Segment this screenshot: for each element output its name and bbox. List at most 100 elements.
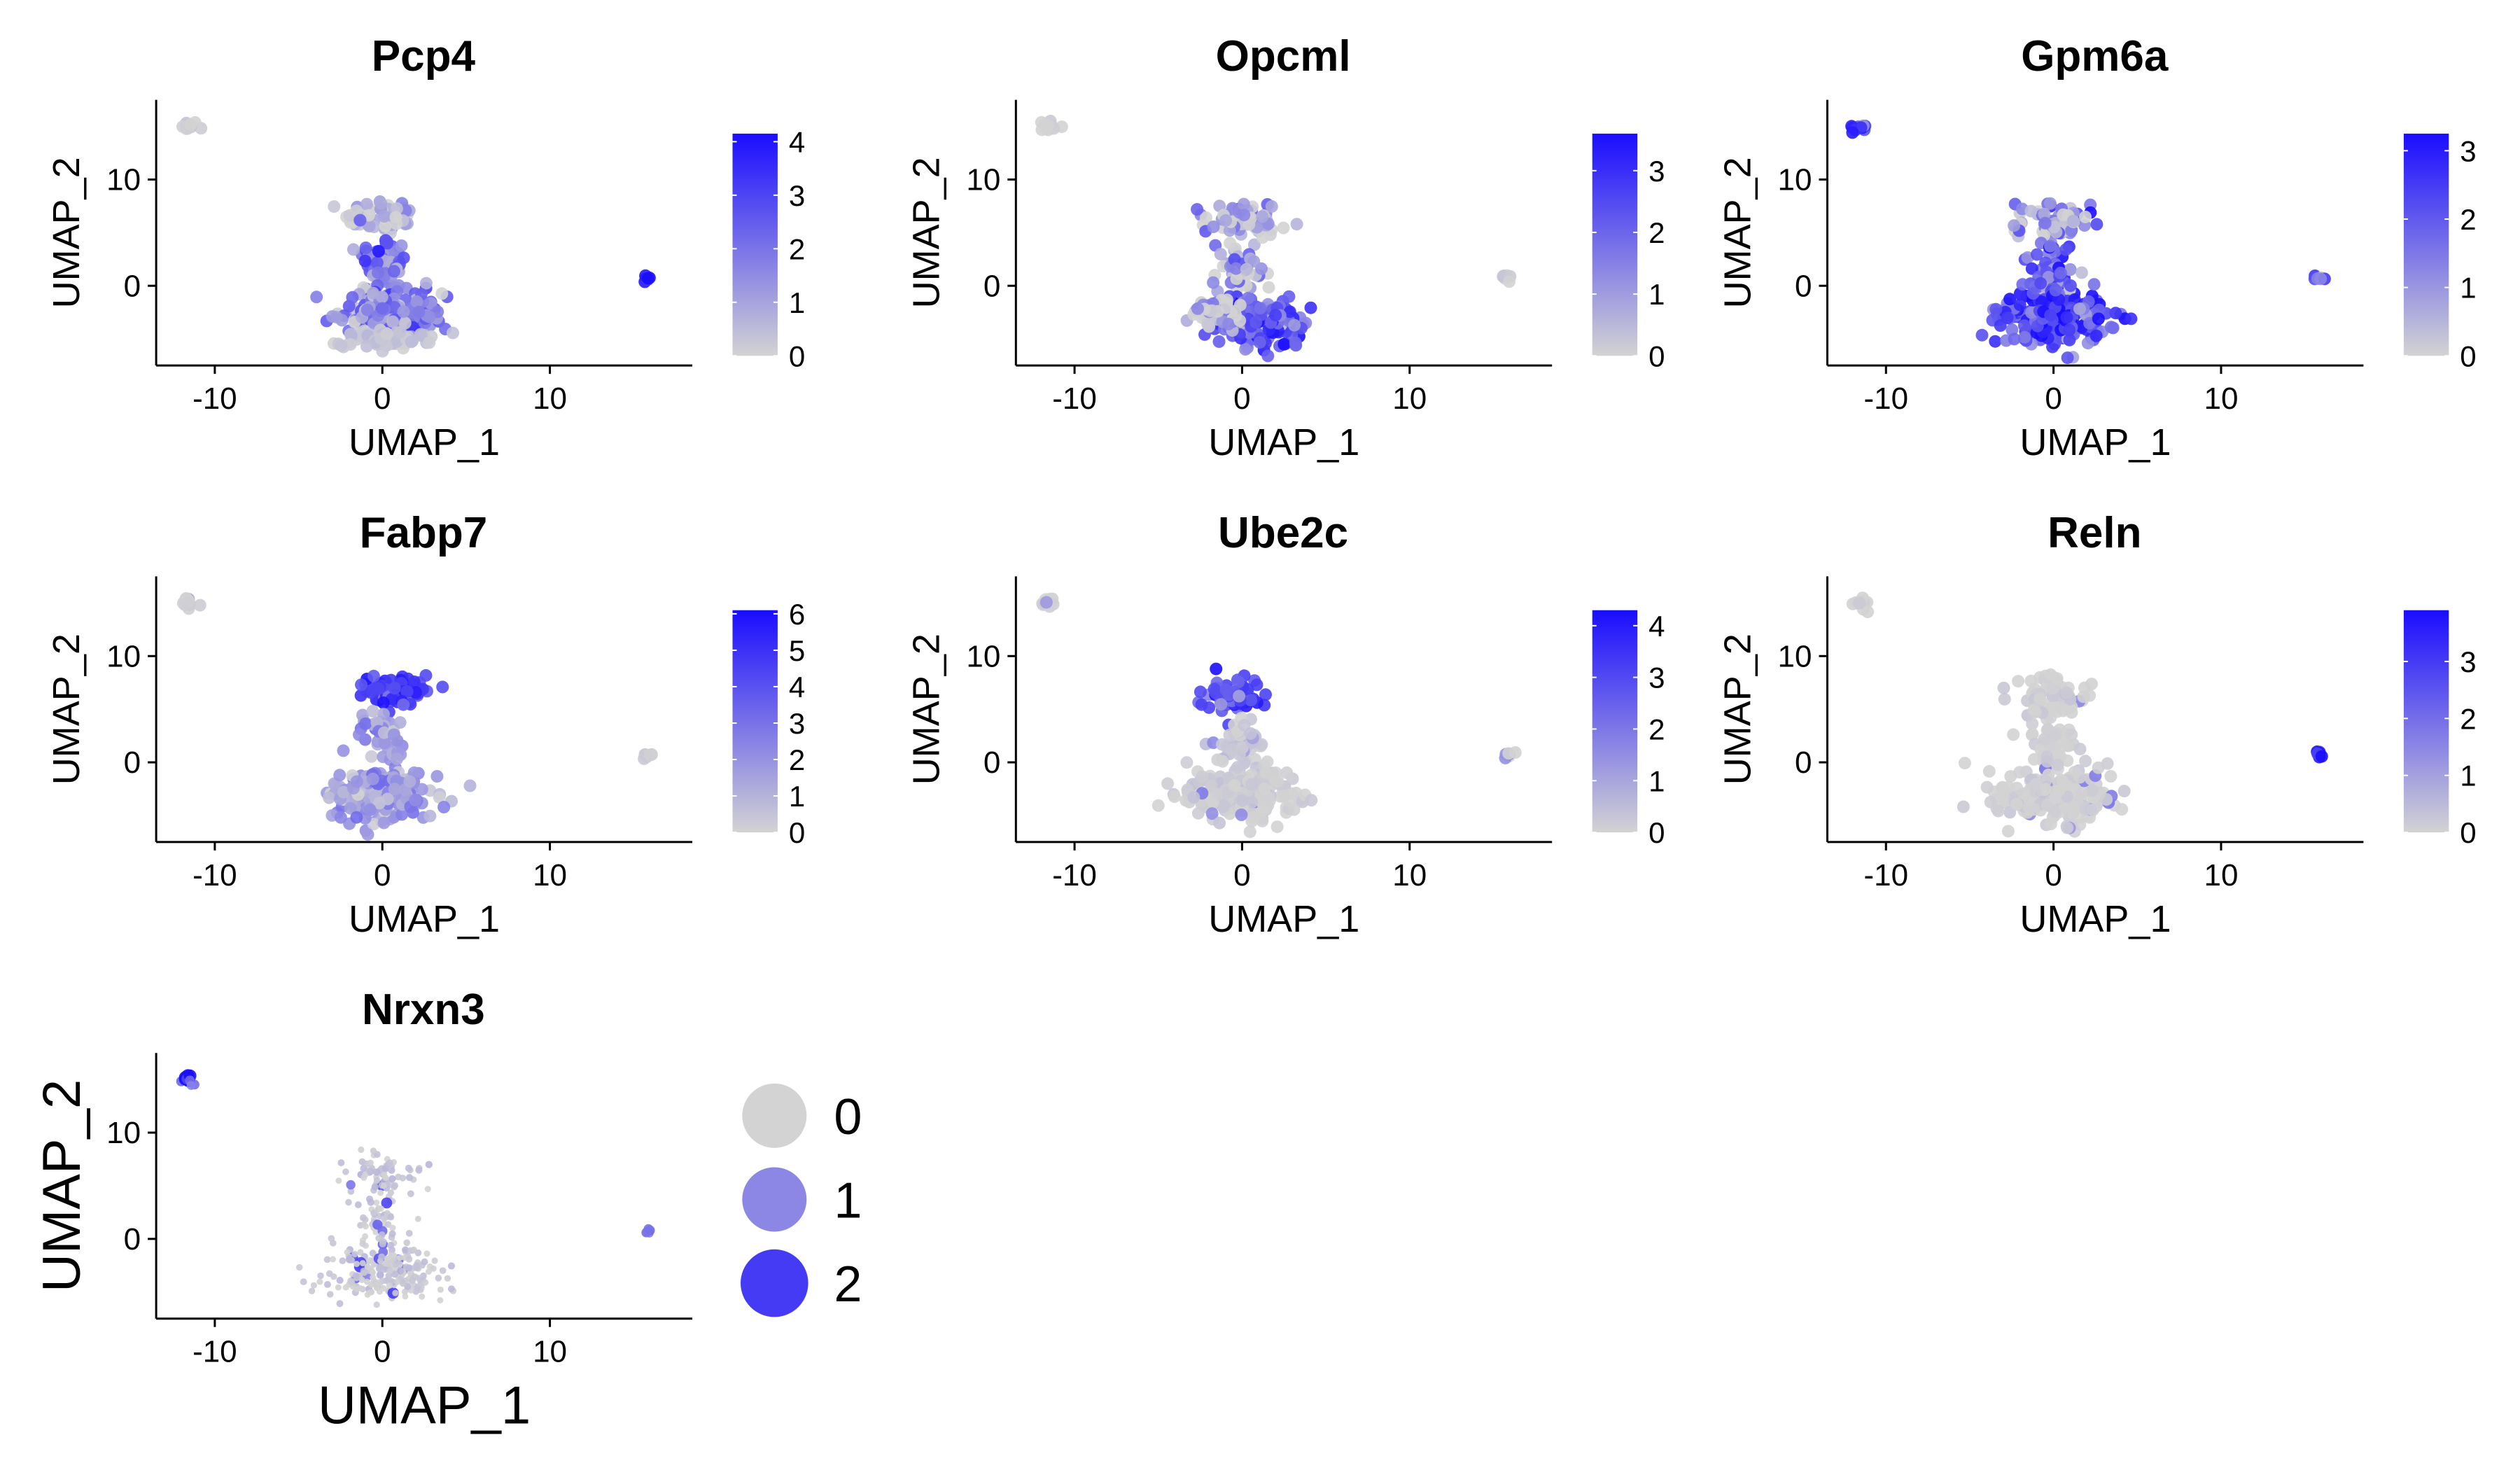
colorbar-tick-label: 0 <box>789 816 805 849</box>
data-point <box>359 1260 366 1266</box>
data-point <box>2092 303 2106 316</box>
data-point <box>1244 727 1257 740</box>
data-point <box>398 316 412 330</box>
data-point <box>415 783 428 796</box>
data-point <box>2061 821 2074 834</box>
data-point <box>308 1287 316 1295</box>
data-point <box>1261 349 1275 363</box>
data-point <box>352 1272 360 1280</box>
colorbar-tick-label: 3 <box>789 707 805 740</box>
data-point <box>1259 688 1272 701</box>
data-point <box>1282 290 1296 303</box>
data-point <box>384 1221 392 1228</box>
data-point <box>415 1166 423 1174</box>
data-point <box>431 1257 438 1264</box>
data-point <box>2040 755 2054 768</box>
colorbar-tick-label: 3 <box>2460 645 2476 678</box>
data-point <box>373 1199 380 1206</box>
data-point <box>2054 267 2067 279</box>
data-point <box>2056 775 2069 788</box>
data-point <box>365 750 378 763</box>
data-point <box>2085 784 2099 797</box>
data-point <box>1205 807 1219 820</box>
data-point <box>367 669 380 682</box>
data-point <box>2028 752 2040 766</box>
data-point <box>1212 335 1226 348</box>
data-point <box>1180 756 1194 769</box>
data-point <box>2017 787 2031 800</box>
data-point <box>310 1282 317 1289</box>
data-point <box>376 1270 384 1279</box>
data-point <box>360 1269 368 1276</box>
data-point <box>387 1213 395 1221</box>
data-point <box>1239 343 1252 356</box>
data-point <box>355 678 368 692</box>
data-point <box>2079 755 2092 768</box>
data-point <box>1256 231 1269 244</box>
data-point <box>345 1256 354 1264</box>
data-point <box>2092 761 2105 774</box>
data-point <box>394 1278 401 1285</box>
data-point <box>643 1224 654 1234</box>
data-point <box>2064 279 2077 292</box>
data-point <box>381 1197 393 1209</box>
colorbar-tick-label: 1 <box>789 780 805 813</box>
data-point <box>2048 791 2062 804</box>
x-tick-label: -10 <box>1863 858 1908 892</box>
colorbar <box>2403 133 2449 356</box>
data-point <box>339 1257 346 1264</box>
data-point <box>1191 806 1205 820</box>
data-point <box>1229 262 1242 275</box>
data-point <box>344 802 357 815</box>
data-point <box>386 315 399 328</box>
data-point <box>357 1249 364 1256</box>
data-point <box>2038 216 2052 230</box>
data-point <box>405 1264 413 1272</box>
data-point <box>399 1175 407 1182</box>
y-tick-label: 10 <box>106 162 141 197</box>
data-point <box>358 254 372 267</box>
data-point <box>392 1289 399 1296</box>
data-point <box>369 1250 377 1257</box>
data-point <box>364 1292 371 1298</box>
data-point <box>2002 780 2015 794</box>
y-tick-label: 10 <box>106 639 141 673</box>
data-point <box>1168 790 1181 804</box>
data-point <box>354 214 367 227</box>
data-point <box>1861 606 1875 619</box>
data-point <box>359 717 372 730</box>
data-point <box>184 118 197 131</box>
data-point <box>371 1183 379 1191</box>
data-point <box>2059 243 2073 256</box>
data-point <box>1253 336 1266 349</box>
data-point <box>2007 728 2020 741</box>
data-point <box>1245 694 1258 707</box>
data-point <box>2039 783 2052 796</box>
data-point <box>382 1175 389 1182</box>
data-point <box>2027 704 2040 717</box>
data-point <box>421 1258 428 1266</box>
data-point <box>1231 761 1244 774</box>
data-point <box>388 682 401 695</box>
data-point <box>399 1280 407 1287</box>
data-point <box>1305 794 1318 807</box>
data-point <box>2047 699 2060 713</box>
y-tick-label: 10 <box>106 1116 141 1150</box>
colorbar-tick-label: 0 <box>2460 340 2476 372</box>
y-tick-label: 0 <box>124 269 141 303</box>
data-point <box>1201 318 1214 331</box>
colorbar-tick-label: 3 <box>789 179 805 212</box>
data-point <box>1989 335 2002 348</box>
data-point <box>1240 262 1253 276</box>
colorbar-tick-label: 1 <box>789 286 805 319</box>
data-point <box>377 816 391 830</box>
data-point <box>643 748 657 762</box>
data-point <box>386 1159 393 1167</box>
data-point <box>379 1240 386 1247</box>
data-point <box>396 808 409 821</box>
data-point <box>397 305 410 318</box>
data-point <box>2018 330 2031 344</box>
data-point <box>2044 239 2057 253</box>
